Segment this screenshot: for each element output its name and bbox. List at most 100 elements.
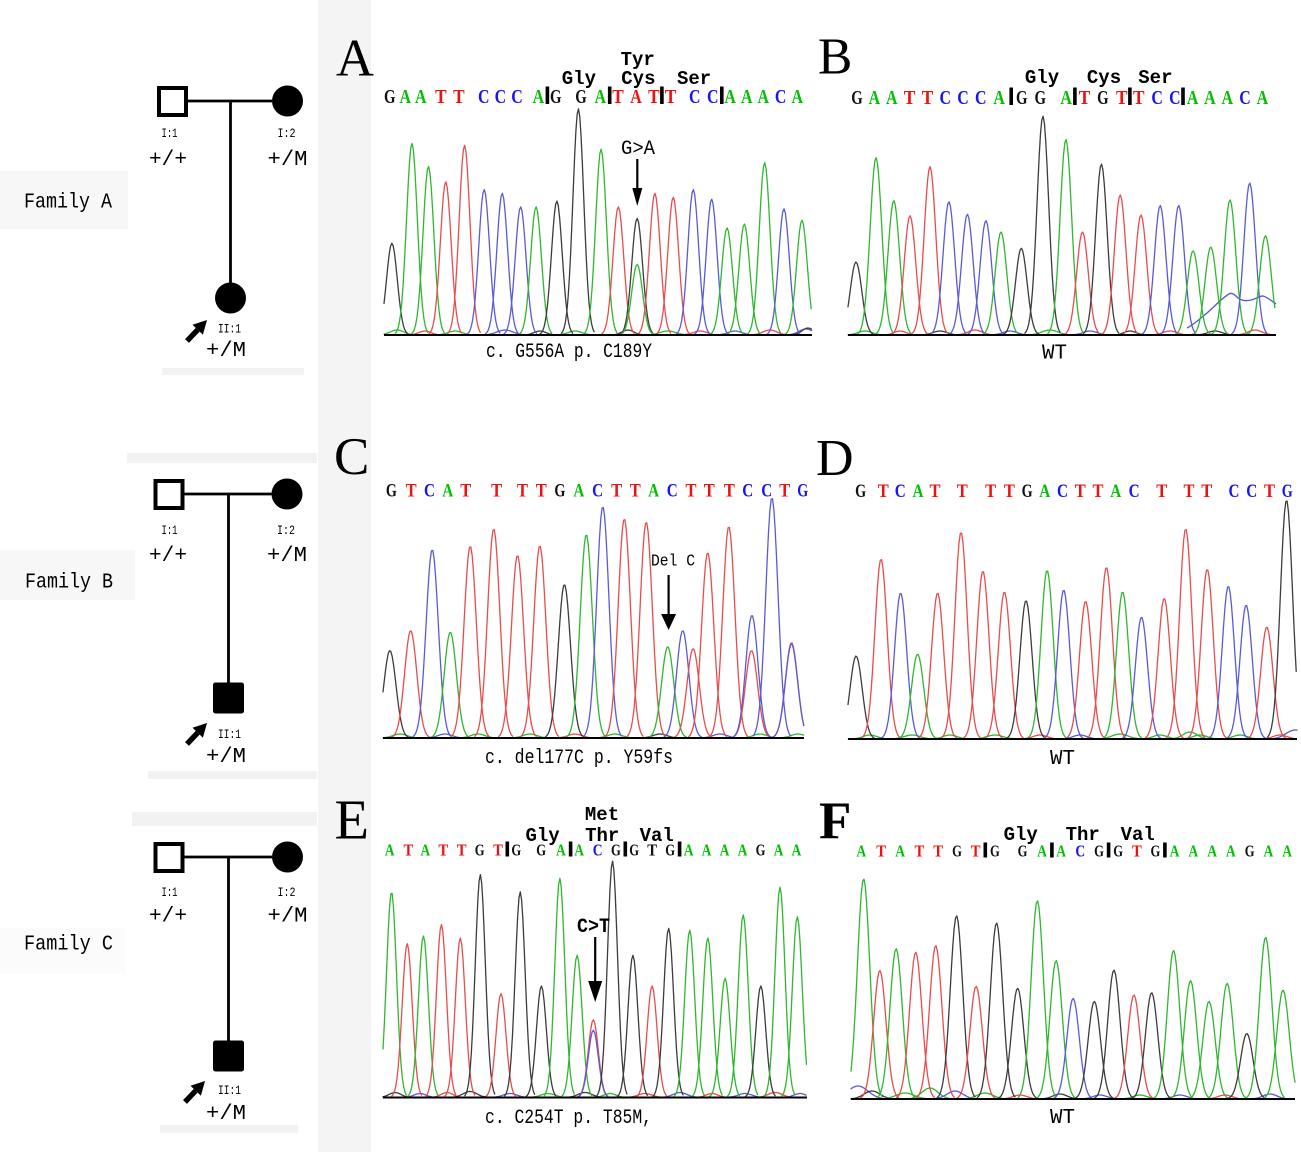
svg-text:A: A (1037, 842, 1047, 861)
svg-text:G: G (550, 87, 562, 108)
svg-text:I:1: I:1 (162, 126, 178, 141)
svg-text:C: C (742, 481, 753, 502)
svg-text:A: A (442, 481, 453, 502)
svg-text:T: T (971, 842, 981, 861)
svg-text:A: A (1226, 842, 1236, 861)
svg-text:A: A (415, 87, 427, 108)
svg-text:T: T (630, 481, 641, 502)
svg-text:T: T (517, 481, 528, 502)
svg-text:G: G (855, 481, 866, 502)
svg-text:T: T (453, 87, 465, 108)
svg-text:Val: Val (640, 825, 674, 847)
svg-text:A: A (895, 842, 905, 861)
svg-text:G: G (1151, 842, 1161, 861)
svg-text:T: T (438, 841, 448, 860)
svg-text:T: T (876, 842, 886, 861)
svg-text:Family B: Family B (25, 572, 113, 595)
svg-text:II:1: II:1 (218, 322, 241, 337)
svg-text:I:2: I:2 (278, 126, 296, 141)
svg-text:T: T (491, 481, 502, 502)
svg-text:G: G (756, 841, 766, 860)
svg-text:T: T (611, 481, 622, 502)
svg-text:A: A (758, 87, 770, 108)
svg-text:G: G (1094, 842, 1104, 861)
svg-text:C: C (495, 87, 507, 108)
svg-text:c. G556A p. C189Y: c. G556A p. C189Y (486, 341, 652, 364)
svg-text:T: T (612, 87, 624, 108)
svg-text:+/M: +/M (267, 545, 307, 568)
svg-text:A: A (720, 841, 730, 860)
svg-text:A: A (741, 87, 753, 108)
svg-text:Gly: Gly (1025, 67, 1060, 89)
svg-text:G: G (611, 841, 621, 860)
svg-text:C: C (1129, 481, 1140, 502)
svg-text:T: T (435, 87, 447, 108)
svg-text:T: T (406, 481, 417, 502)
svg-text:G: G (990, 842, 1000, 861)
svg-text:G: G (1245, 842, 1255, 861)
svg-text:T: T (933, 842, 943, 861)
svg-text:T: T (1093, 481, 1104, 502)
svg-text:A: A (913, 481, 924, 502)
svg-text:Ser: Ser (677, 68, 711, 90)
svg-text:Thr: Thr (585, 825, 619, 847)
svg-text:G: G (1282, 481, 1293, 502)
svg-text:+/M: +/M (206, 340, 246, 363)
svg-text:D: D (816, 430, 854, 487)
svg-text:G: G (851, 88, 863, 109)
svg-text:A: A (574, 841, 584, 860)
svg-text:C: C (511, 87, 523, 108)
svg-text:T: T (1156, 481, 1167, 502)
svg-text:T: T (1201, 481, 1212, 502)
svg-text:T: T (957, 481, 968, 502)
svg-text:WT: WT (1042, 343, 1067, 366)
svg-text:Family C: Family C (24, 934, 113, 957)
svg-text:I:1: I:1 (162, 523, 178, 538)
svg-text:A: A (1039, 481, 1050, 502)
svg-text:A: A (630, 87, 642, 108)
svg-text:T: T (985, 481, 996, 502)
svg-text:+/+: +/+ (149, 545, 187, 568)
svg-text:A: A (399, 87, 411, 108)
svg-text:T: T (724, 481, 735, 502)
svg-text:G: G (1113, 842, 1123, 861)
svg-text:G: G (536, 841, 546, 860)
svg-text:G: G (575, 87, 587, 108)
svg-text:A: A (869, 88, 881, 109)
svg-text:A: A (792, 841, 802, 860)
svg-text:T: T (915, 842, 925, 861)
svg-text:G: G (665, 841, 675, 860)
svg-text:A: A (1188, 842, 1198, 861)
svg-text:T: T (779, 481, 790, 502)
svg-text:A: A (420, 841, 430, 860)
svg-text:+/+: +/+ (149, 149, 187, 172)
svg-text:C: C (592, 481, 603, 502)
svg-text:Family A: Family A (24, 192, 112, 215)
svg-text:C: C (1151, 88, 1163, 109)
svg-text:T: T (1132, 842, 1142, 861)
svg-text:C: C (1169, 88, 1181, 109)
svg-text:A: A (1110, 481, 1121, 502)
svg-text:I:2: I:2 (278, 885, 296, 900)
svg-text:T: T (457, 841, 467, 860)
svg-text:A: A (556, 841, 566, 860)
svg-text:C: C (1057, 481, 1068, 502)
svg-text:T: T (1004, 481, 1015, 502)
svg-text:T: T (904, 88, 916, 109)
svg-text:A: A (336, 30, 374, 88)
svg-text:A: A (738, 841, 748, 860)
svg-text:A: A (573, 481, 584, 502)
svg-text:II:1: II:1 (218, 727, 241, 742)
svg-text:Ser: Ser (1138, 67, 1172, 89)
svg-text:C: C (707, 87, 719, 108)
svg-text:C: C (1239, 88, 1251, 109)
svg-text:A: A (1207, 842, 1217, 861)
svg-text:A: A (595, 87, 607, 108)
svg-text:C: C (939, 88, 951, 109)
svg-text:G: G (1016, 88, 1028, 109)
svg-text:T: T (460, 481, 471, 502)
svg-text:Tyr: Tyr (621, 49, 655, 71)
svg-text:A: A (993, 88, 1005, 109)
svg-text:G: G (475, 841, 485, 860)
svg-text:A: A (1264, 842, 1274, 861)
